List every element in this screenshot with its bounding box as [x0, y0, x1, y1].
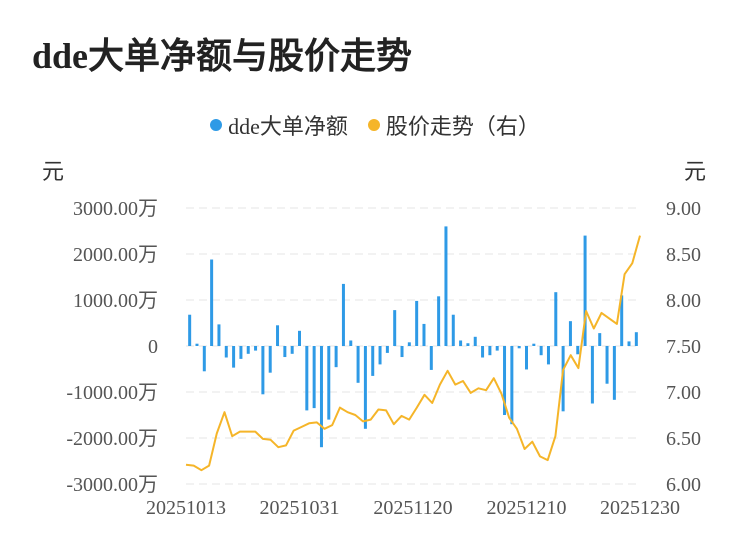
- left-tick-label: -1000.00万: [66, 382, 158, 404]
- bar: [576, 346, 580, 355]
- bar: [488, 346, 492, 356]
- bar: [305, 346, 309, 411]
- bar: [429, 346, 433, 370]
- bar: [400, 346, 404, 358]
- bar: [246, 346, 250, 354]
- bar: [224, 346, 228, 358]
- bar: [620, 295, 624, 346]
- right-axis-unit: 元: [684, 159, 707, 184]
- left-tick-label: -3000.00万: [66, 474, 158, 496]
- left-tick-label: -2000.00万: [66, 428, 158, 450]
- bar: [525, 346, 528, 370]
- x-tick-label: 20251210: [487, 497, 567, 519]
- bar: [268, 346, 272, 373]
- right-tick-label: 7.50: [666, 336, 701, 358]
- bar: [195, 343, 199, 346]
- bar: [349, 340, 353, 346]
- bar: [327, 346, 331, 420]
- price-line: [185, 235, 641, 472]
- bar: [415, 300, 419, 346]
- bar: [363, 346, 367, 429]
- bar: [444, 226, 448, 346]
- legend: dde大单净额 股价走势（右）: [0, 110, 750, 140]
- legend-dot-dde: [210, 119, 223, 131]
- bar: [561, 346, 565, 412]
- bar: [312, 346, 316, 409]
- legend-label-dde: dde大单净额: [228, 114, 348, 139]
- bar: [319, 346, 323, 448]
- bar: [451, 314, 455, 346]
- bar: [466, 343, 470, 346]
- bar: [356, 346, 360, 383]
- left-tick-label: 0: [148, 336, 158, 358]
- bar: [407, 342, 411, 346]
- bar: [634, 332, 638, 346]
- bar: [261, 346, 265, 395]
- legend-dot-price: [367, 119, 380, 131]
- x-tick-label: 20251230: [600, 497, 680, 519]
- right-tick-label: 8.00: [666, 290, 701, 312]
- chart-title: dde大单净额与股价走势: [32, 36, 413, 76]
- bar: [298, 330, 301, 346]
- bar: [481, 346, 485, 358]
- bar: [341, 283, 345, 346]
- bar: [334, 346, 338, 368]
- right-tick-label: 7.00: [666, 382, 701, 404]
- bar: [393, 310, 397, 346]
- bar: [532, 343, 536, 346]
- bar: [598, 333, 602, 346]
- right-tick-label: 9.00: [666, 198, 701, 220]
- left-axis-unit: 元: [42, 159, 65, 184]
- bar: [583, 235, 587, 346]
- bar: [554, 292, 558, 346]
- bar: [385, 346, 389, 353]
- left-tick-label: 3000.00万: [73, 198, 158, 220]
- bar: [473, 336, 477, 346]
- right-tick-label: 8.50: [666, 244, 701, 266]
- bar: [503, 346, 507, 415]
- bar: [276, 325, 280, 346]
- right-tick-label: 6.00: [666, 474, 701, 496]
- bar: [568, 321, 572, 346]
- x-tick-label: 20251031: [260, 497, 340, 519]
- bar: [283, 346, 287, 358]
- bar: [459, 340, 463, 346]
- legend-item-dde[interactable]: dde大单净额: [210, 109, 348, 141]
- bar: [546, 346, 550, 365]
- x-tick-label: 20251013: [146, 497, 226, 519]
- legend-label-price: 股价走势（右）: [385, 114, 540, 139]
- bar: [202, 346, 206, 372]
- legend-item-price[interactable]: 股价走势（右）: [367, 109, 540, 141]
- bar: [239, 346, 243, 359]
- bar: [188, 314, 192, 346]
- bar: [217, 324, 221, 346]
- bar: [590, 346, 594, 404]
- bar: [510, 346, 514, 425]
- x-tick-label: 20251120: [373, 497, 452, 519]
- bar: [612, 346, 616, 400]
- bar: [517, 346, 521, 349]
- bar: [539, 346, 543, 356]
- right-tick-label: 6.50: [666, 428, 701, 450]
- bar: [495, 346, 499, 351]
- bar: [605, 346, 609, 384]
- bar: [371, 346, 375, 376]
- bar: [210, 259, 214, 346]
- left-tick-label: 2000.00万: [73, 244, 158, 266]
- bar: [290, 346, 294, 354]
- bar: [422, 323, 426, 346]
- bar: [254, 346, 258, 351]
- bar: [232, 346, 236, 368]
- bar: [627, 341, 631, 346]
- bar: [437, 296, 441, 346]
- bar: [378, 346, 382, 365]
- left-tick-label: 1000.00万: [73, 290, 158, 312]
